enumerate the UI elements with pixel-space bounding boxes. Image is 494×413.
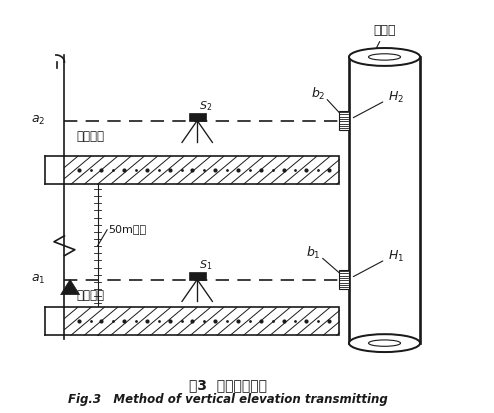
- Text: 图3  高程传递方法: 图3 高程传递方法: [189, 377, 267, 391]
- Bar: [64, 157, 339, 185]
- Text: 50m钉尺: 50m钉尺: [109, 223, 147, 233]
- Bar: [189, 273, 206, 280]
- Text: 待测楼层: 待测楼层: [76, 130, 104, 143]
- Bar: [64, 308, 339, 335]
- Text: Fig.3   Method of vertical elevation transmitting: Fig.3 Method of vertical elevation trans…: [68, 392, 388, 405]
- Ellipse shape: [349, 49, 420, 67]
- Ellipse shape: [369, 340, 401, 347]
- Text: $H_2$: $H_2$: [388, 90, 404, 105]
- Text: $a_1$: $a_1$: [31, 272, 45, 285]
- Text: 钉管柱: 钉管柱: [373, 24, 396, 37]
- Polygon shape: [61, 280, 80, 295]
- Bar: [189, 114, 206, 121]
- Text: 结构首层: 结构首层: [76, 288, 104, 301]
- Text: $S_2$: $S_2$: [199, 99, 212, 112]
- Ellipse shape: [369, 55, 401, 61]
- Bar: [338, 271, 349, 290]
- Bar: [338, 112, 349, 131]
- Text: $H_1$: $H_1$: [388, 249, 404, 263]
- Text: $b_1$: $b_1$: [306, 244, 321, 260]
- Text: $b_2$: $b_2$: [311, 85, 326, 102]
- Ellipse shape: [349, 335, 420, 352]
- Text: $a_2$: $a_2$: [31, 114, 45, 127]
- Text: $S_1$: $S_1$: [199, 257, 212, 271]
